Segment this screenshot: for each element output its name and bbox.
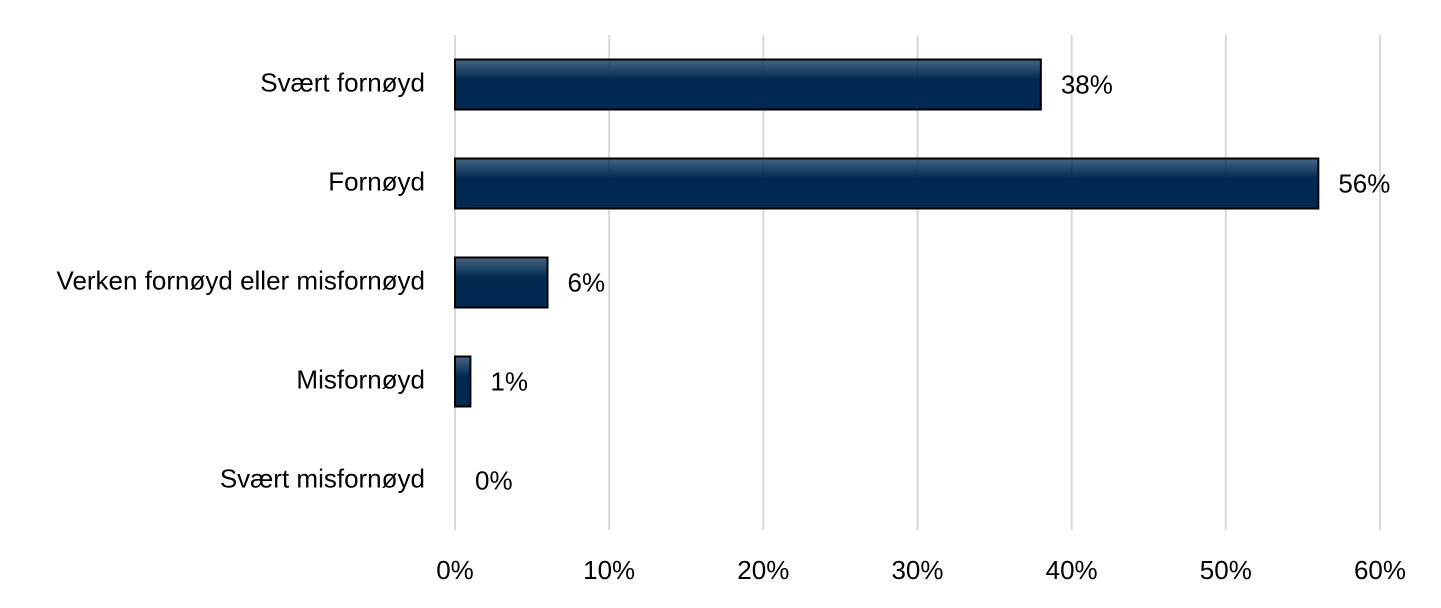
- x-tick-label: 20%: [737, 555, 789, 585]
- bar: [454, 157, 1320, 210]
- value-label: 0%: [475, 465, 513, 495]
- bar: [454, 256, 549, 309]
- value-label: 6%: [568, 267, 606, 297]
- x-tick-label: 60%: [1354, 555, 1406, 585]
- x-tick-label: 30%: [891, 555, 943, 585]
- y-tick-label: Svært misfornøyd: [220, 463, 425, 493]
- value-label: 1%: [490, 366, 528, 396]
- x-tick-label: 0%: [436, 555, 474, 585]
- x-tick-label: 10%: [583, 555, 635, 585]
- y-tick-label: Fornøyd: [328, 166, 425, 196]
- y-tick-label: Svært fornøyd: [260, 67, 425, 97]
- y-tick-label: Misfornøyd: [296, 364, 425, 394]
- y-tick-label: Verken fornøyd eller misfornøyd: [57, 265, 425, 295]
- bar: [454, 58, 1042, 111]
- x-tick-label: 50%: [1200, 555, 1252, 585]
- x-tick-label: 40%: [1046, 555, 1098, 585]
- value-label: 56%: [1338, 168, 1390, 198]
- value-label: 38%: [1061, 69, 1113, 99]
- bar: [454, 355, 472, 408]
